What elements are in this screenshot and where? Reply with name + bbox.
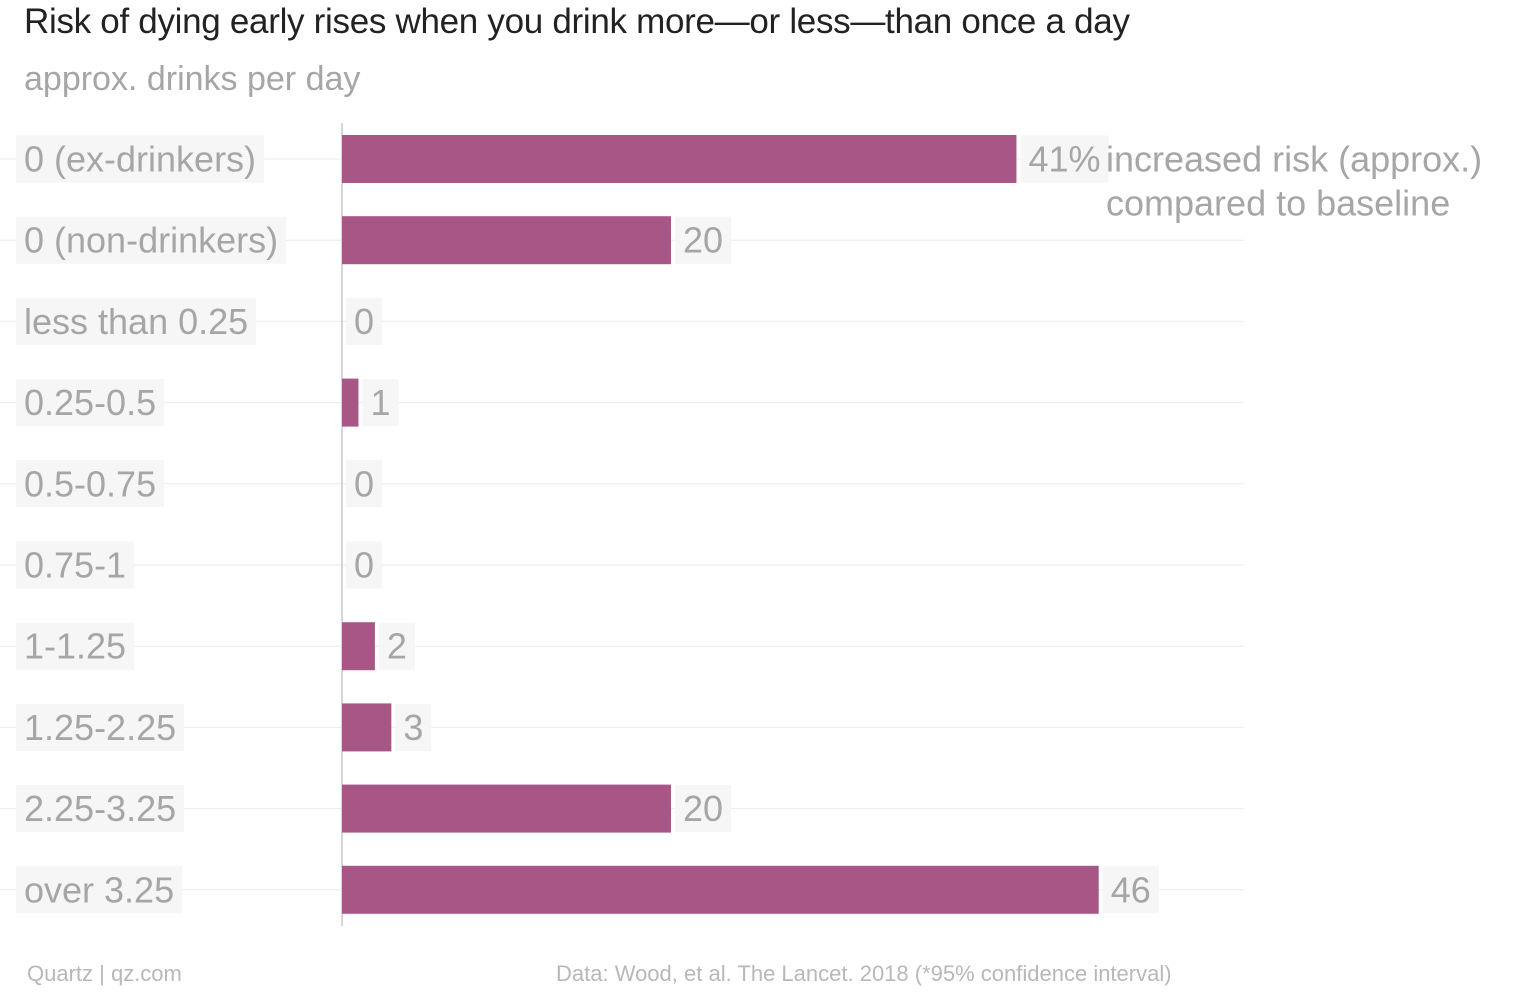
category-label-bg	[16, 216, 287, 264]
category-label: 0 (ex-drinkers)	[24, 139, 256, 180]
category-label: 0.25-0.5	[24, 382, 156, 423]
value-label-bg	[346, 297, 383, 345]
bars	[342, 135, 1099, 914]
footer-credit: Quartz | qz.com	[27, 961, 182, 986]
category-label-bg	[16, 135, 265, 183]
bar	[342, 703, 392, 752]
category-label: 2.25-3.25	[24, 788, 176, 829]
category-label-bg	[16, 785, 185, 833]
category-labels: 0 (ex-drinkers) 0 (non-drinkers) less than…	[16, 135, 287, 914]
annotation-line-2: compared to baseline	[1106, 183, 1450, 224]
category-label-bg	[16, 541, 135, 589]
value-label-bg	[362, 379, 399, 427]
category-label: 0.5-0.75	[24, 463, 156, 504]
category-label: 0.75-1	[24, 545, 126, 586]
value-label-bg	[378, 622, 415, 670]
category-label-bg	[16, 379, 165, 427]
value-label-bg	[395, 703, 432, 751]
bar	[342, 622, 375, 671]
annotation: increased risk (approx.)compared to base…	[1106, 139, 1482, 224]
value-label-bg	[675, 785, 732, 833]
bar	[342, 135, 1017, 183]
page-subtitle: approx. drinks per day	[24, 60, 361, 98]
category-label-bg	[16, 460, 165, 508]
value-label: 0	[354, 463, 374, 504]
category-label: less than 0.25	[24, 301, 248, 342]
value-label: 2	[387, 626, 407, 667]
category-label-bg	[16, 866, 183, 914]
value-label: 41%	[1028, 139, 1100, 180]
category-label-bg	[16, 703, 185, 751]
page-title: Risk of dying early rises when you drink…	[24, 2, 1130, 41]
annotation-line-1: increased risk (approx.)	[1106, 139, 1482, 180]
value-label-bg	[346, 460, 383, 508]
category-label-bg	[16, 297, 257, 345]
category-label: 1.25-2.25	[24, 707, 176, 748]
value-label-bg	[1020, 135, 1109, 183]
value-label: 0	[354, 301, 374, 342]
value-label: 20	[683, 220, 723, 261]
category-label-bg	[16, 622, 135, 670]
value-label-bg	[1102, 866, 1159, 914]
value-label-bg	[675, 216, 732, 264]
bar	[342, 865, 1099, 914]
value-label: 46	[1111, 869, 1151, 910]
bar	[342, 784, 671, 833]
bar	[342, 378, 359, 427]
category-label: over 3.25	[24, 869, 174, 910]
value-label: 20	[683, 788, 723, 829]
value-label: 1	[370, 382, 390, 423]
category-label: 0 (non-drinkers)	[24, 220, 278, 261]
category-label: 1-1.25	[24, 626, 126, 667]
value-label: 0	[354, 545, 374, 586]
footer-source: Data: Wood, et al. The Lancet. 2018 (*95…	[556, 961, 1172, 986]
bar	[342, 216, 671, 265]
value-label: 3	[403, 707, 423, 748]
gridlines	[0, 158, 1244, 891]
value-label-bg	[346, 541, 383, 589]
